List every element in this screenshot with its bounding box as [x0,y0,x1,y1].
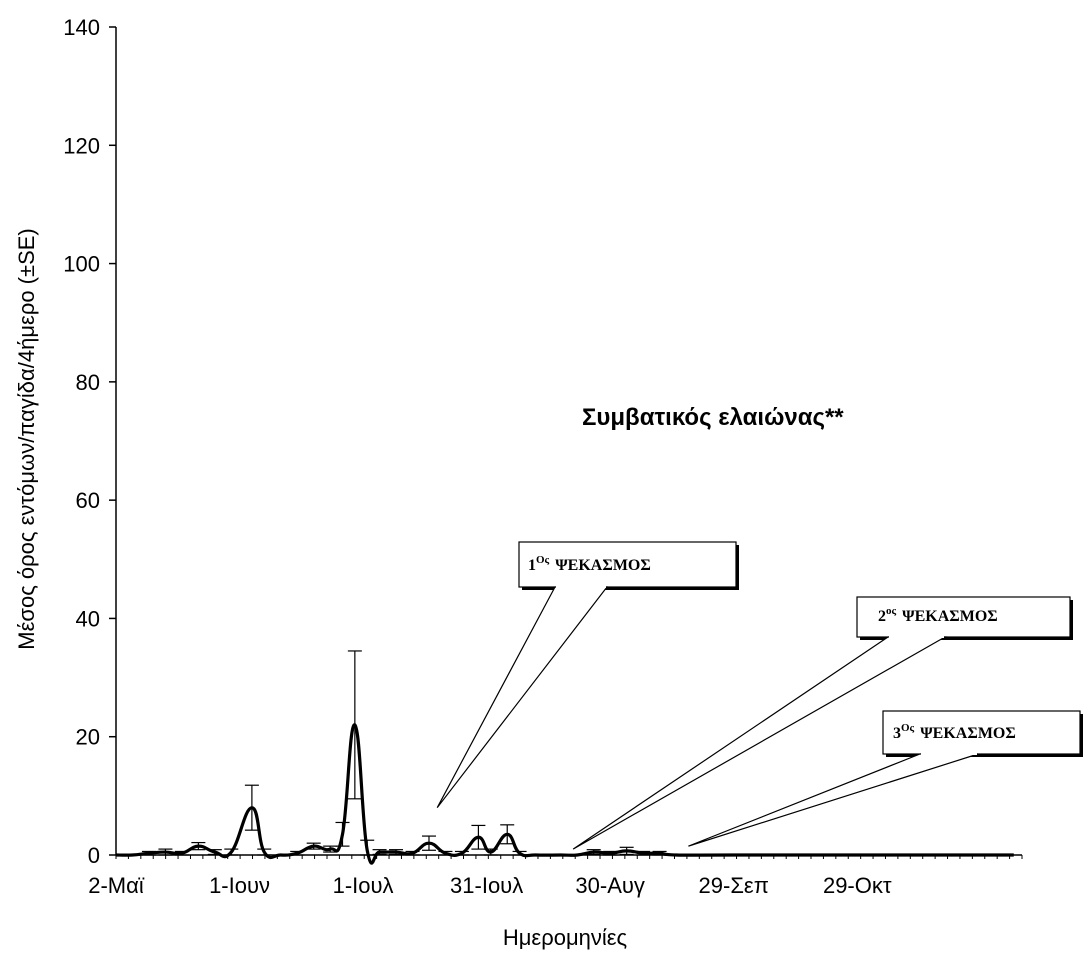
x-tick-label: 29-Σεπ [699,873,769,898]
series-line [115,723,1014,865]
x-tick-label: 1-Ιουν [209,873,270,898]
callout-label: 3Ος ΨΕΚΑΣΜΟΣ [893,722,1016,742]
x-tick-label: 2-Μαϊ [88,873,145,898]
callout-pointer [688,753,979,847]
x-tick-label: 29-Οκτ [823,873,892,898]
y-tick-label: 120 [63,133,100,158]
y-tick-label: 20 [76,725,100,750]
callouts: 1Ος ΨΕΚΑΣΜΟΣ 2ος ΨΕΚΑΣΜΟΣ 3Ος ΨΕΚΑΣΜΟΣ [436,541,1083,850]
y-tick-label: 140 [63,15,100,40]
callout-label: 2ος ΨΕΚΑΣΜΟΣ [878,605,998,625]
callout-pointer [436,586,609,809]
y-tick-label: 80 [76,370,100,395]
chart-title: Συμβατικός ελαιώνας** [582,404,844,431]
x-axis-title: Ημερομηνίες [503,925,627,950]
y-tick-label: 40 [76,606,100,631]
x-tick-label: 1-Ιουλ [333,873,394,898]
callout-label: 1Ος ΨΕΚΑΣΜΟΣ [528,554,651,574]
y-axis-title: Μέσος όρος εντόμων/παγίδα/4ήμερο (±SE) [14,228,39,650]
error-bars [141,650,667,856]
y-tick-label: 0 [88,843,100,868]
y-tick-label: 60 [76,488,100,513]
x-tick-label: 31-Ιουλ [450,873,523,898]
spray-callout: 1Ος ΨΕΚΑΣΜΟΣ [436,541,739,809]
y-tick-label: 100 [63,252,100,277]
x-tick-label: 30-Αυγ [575,873,645,898]
x-axis-ticks: 2-Μαϊ 1-Ιουν 1-Ιουλ 31-Ιουλ 30-Αυγ 29-Σεπ 29-Ο… [88,855,1023,898]
spray-callout: 2ος ΨΕΚΑΣΜΟΣ [572,596,1073,850]
spray-callout: 3Ος ΨΕΚΑΣΜΟΣ [688,710,1083,847]
y-axis-ticks: 0 20 40 60 80 100 120 140 [63,15,116,868]
